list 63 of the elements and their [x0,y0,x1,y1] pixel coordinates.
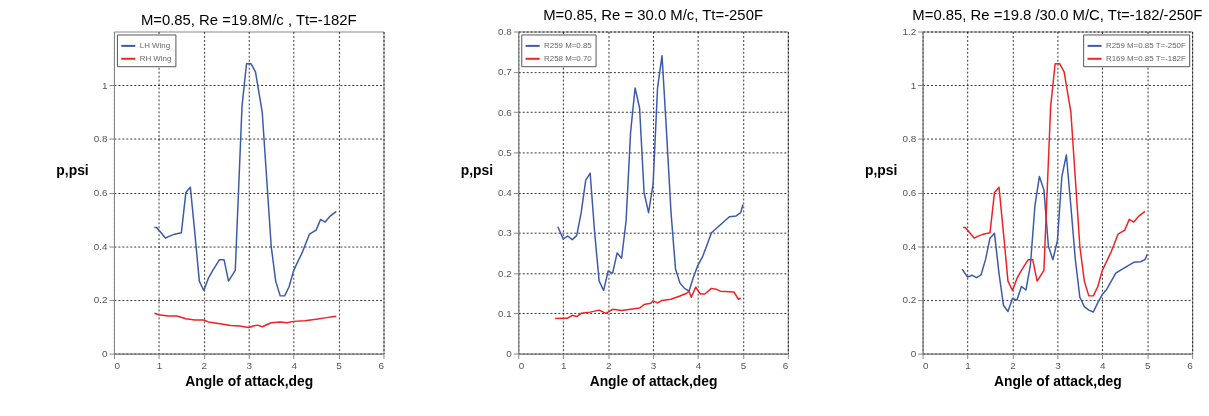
line-series [554,286,742,320]
y-tick-label: 0.8 [902,133,917,145]
x-tick-label: 4 [1100,359,1107,371]
line-series [961,154,1148,313]
y-tick-label: 0 [910,348,917,360]
legend-label: R258 M=0.70 [544,53,593,63]
x-tick-label: 4 [695,359,702,371]
x-tick-label: 1 [965,359,972,371]
y-tick-label: 0.6 [902,187,917,199]
x-tick-label: 0 [114,359,121,371]
x-tick-label: 3 [246,359,253,371]
y-tick-label: 0.4 [498,187,513,199]
line-series [962,62,1146,297]
y-tick-label: 0.5 [498,146,513,158]
x-tick-label: 2 [1010,359,1016,371]
x-tick-label: 2 [605,359,612,371]
y-tick-label: 1.2 [902,25,917,37]
y-tick-label: 0.7 [498,66,512,78]
y-tick-label: 0 [506,348,513,360]
chart-title: M=0.85, Re =19.8M/c , Tt=-182F [140,11,357,28]
x-tick-label: 6 [1187,359,1194,371]
x-tick-label: 0 [518,359,525,371]
y-tick-label: 0.2 [498,267,512,279]
y-tick-label: 0 [102,348,109,360]
chart-title: M=0.85, Re =19.8 /30.0 M/C, Tt=-182/-250F [912,6,1203,23]
y-tick-label: 1 [102,79,109,91]
x-tick-label: 6 [378,359,385,371]
y-tick-label: 0.2 [93,294,108,306]
y-tick-label: 0.8 [498,25,513,37]
x-axis-title: Angle of attack,deg [185,372,314,389]
legend-label: R169 M=0.85 T=-182F [1105,53,1186,63]
y-tick-label: 1 [910,79,917,91]
x-tick-label: 5 [1144,359,1151,371]
x-axis-title: Angle of attack,deg [589,372,718,389]
x-tick-label: 6 [782,359,789,371]
y-axis-title: p,psi [460,161,494,178]
line-series [153,312,338,329]
x-tick-label: 5 [336,359,343,371]
legend-label: R259 M=0.85 T=-250F [1105,40,1186,50]
x-tick-label: 0 [923,359,930,371]
y-tick-label: 0.4 [902,240,917,252]
y-tick-label: 0.6 [498,106,513,118]
x-tick-label: 1 [156,359,163,371]
legend-label: RH Wing [139,53,172,63]
y-tick-label: 0.6 [93,187,109,199]
x-tick-label: 3 [650,359,657,371]
x-axis-title: Angle of attack,deg [993,372,1122,389]
x-tick-label: 1 [560,359,567,371]
y-tick-label: 0.4 [93,240,109,252]
y-tick-label: 0.3 [498,227,513,239]
legend-label: LH Wing [139,40,171,50]
x-tick-label: 5 [740,359,747,371]
y-tick-label: 0.2 [902,294,917,306]
y-tick-label: 0.1 [498,307,513,319]
y-axis-title: p,psi [864,161,898,178]
x-tick-label: 3 [1055,359,1062,371]
legend-label: R259 M=0.85 [544,40,593,50]
x-tick-label: 4 [291,359,298,371]
chart-title: M=0.85, Re = 30.0 M/c, Tt=-250F [543,6,763,23]
y-tick-label: 0.8 [93,133,109,145]
y-axis-title: p,psi [56,161,89,178]
x-tick-label: 2 [201,359,208,371]
line-series [153,62,338,297]
